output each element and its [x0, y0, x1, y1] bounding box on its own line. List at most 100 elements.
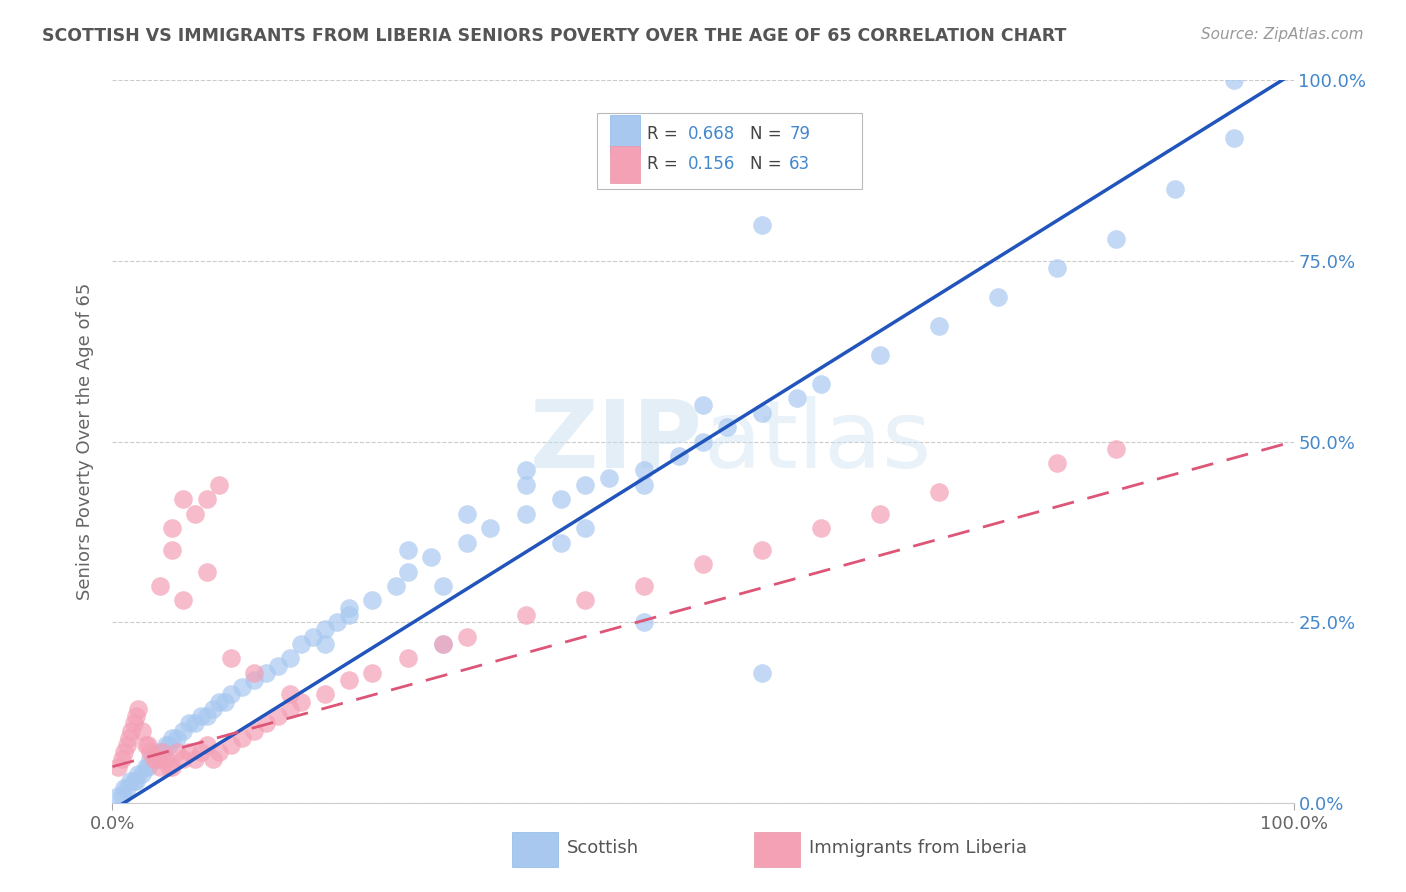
Point — [136, 760, 159, 774]
Point — [290, 637, 312, 651]
Point — [243, 665, 266, 680]
Point — [326, 615, 349, 630]
Point — [515, 507, 537, 521]
Point — [208, 478, 231, 492]
Point — [157, 760, 180, 774]
Point — [231, 680, 253, 694]
Point — [869, 348, 891, 362]
Point — [456, 630, 478, 644]
Text: R =: R = — [648, 125, 678, 144]
Point — [432, 637, 454, 651]
Point — [201, 702, 224, 716]
Point — [668, 449, 690, 463]
Point — [107, 760, 129, 774]
Point — [139, 745, 162, 759]
Point — [127, 702, 149, 716]
Point — [751, 665, 773, 680]
Point — [1105, 442, 1128, 456]
Point — [574, 593, 596, 607]
Point — [127, 767, 149, 781]
Point — [928, 318, 950, 333]
Text: Source: ZipAtlas.com: Source: ZipAtlas.com — [1201, 27, 1364, 42]
Point — [142, 752, 165, 766]
Point — [157, 738, 180, 752]
Point — [219, 651, 242, 665]
Point — [254, 665, 277, 680]
Point — [987, 290, 1010, 304]
Point — [195, 738, 218, 752]
Point — [633, 579, 655, 593]
Point — [633, 463, 655, 477]
FancyBboxPatch shape — [754, 832, 800, 867]
Point — [115, 781, 138, 796]
Point — [692, 558, 714, 572]
Point — [810, 521, 832, 535]
Point — [302, 630, 325, 644]
Text: 0.668: 0.668 — [688, 125, 735, 144]
Point — [396, 542, 419, 557]
Text: 0.156: 0.156 — [688, 155, 735, 173]
Point — [432, 579, 454, 593]
Point — [515, 607, 537, 622]
FancyBboxPatch shape — [512, 832, 558, 867]
Point — [111, 789, 134, 803]
Point — [1164, 182, 1187, 196]
Point — [786, 391, 808, 405]
Point — [420, 550, 443, 565]
Point — [337, 607, 360, 622]
Point — [166, 745, 188, 759]
Point — [166, 731, 188, 745]
Point — [149, 760, 172, 774]
Point — [456, 507, 478, 521]
Point — [1223, 131, 1246, 145]
Point — [214, 695, 236, 709]
Text: R =: R = — [648, 155, 678, 173]
Point — [115, 738, 138, 752]
Point — [633, 478, 655, 492]
Point — [111, 752, 134, 766]
Point — [150, 745, 173, 759]
Point — [928, 485, 950, 500]
Point — [231, 731, 253, 745]
Point — [810, 376, 832, 391]
Point — [456, 535, 478, 549]
Point — [179, 716, 201, 731]
Point — [385, 579, 408, 593]
Point — [208, 745, 231, 759]
Point — [125, 709, 148, 723]
Point — [172, 593, 194, 607]
FancyBboxPatch shape — [610, 145, 640, 183]
Point — [267, 658, 290, 673]
Point — [172, 752, 194, 766]
Text: 63: 63 — [789, 155, 810, 173]
Point — [120, 723, 142, 738]
Point — [515, 463, 537, 477]
Point — [208, 695, 231, 709]
Point — [1046, 261, 1069, 276]
Point — [184, 752, 207, 766]
Point — [361, 593, 384, 607]
Point — [184, 716, 207, 731]
Point — [219, 738, 242, 752]
Point — [692, 398, 714, 412]
FancyBboxPatch shape — [610, 115, 640, 153]
Point — [337, 600, 360, 615]
Point — [122, 774, 145, 789]
Point — [751, 542, 773, 557]
Point — [195, 709, 218, 723]
Point — [278, 651, 301, 665]
Point — [160, 521, 183, 535]
Point — [515, 478, 537, 492]
Point — [149, 579, 172, 593]
Point — [751, 218, 773, 232]
Text: N =: N = — [751, 155, 782, 173]
Point — [1223, 73, 1246, 87]
Point — [146, 752, 169, 766]
Point — [160, 731, 183, 745]
Point — [135, 738, 157, 752]
Point — [278, 702, 301, 716]
Point — [396, 651, 419, 665]
Point — [136, 738, 159, 752]
Point — [190, 745, 212, 759]
Point — [195, 492, 218, 507]
